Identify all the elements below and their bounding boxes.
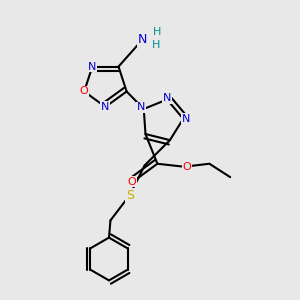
Text: N: N	[182, 114, 190, 124]
Text: O: O	[183, 162, 191, 172]
Text: N: N	[137, 103, 146, 112]
Text: N: N	[101, 102, 110, 112]
Text: N: N	[138, 33, 147, 46]
Text: H: H	[152, 26, 161, 37]
Text: H: H	[152, 40, 160, 50]
Text: O: O	[80, 86, 88, 97]
Text: N: N	[88, 61, 97, 72]
Text: N: N	[163, 93, 171, 103]
Text: S: S	[126, 189, 134, 202]
Text: O: O	[128, 177, 136, 187]
